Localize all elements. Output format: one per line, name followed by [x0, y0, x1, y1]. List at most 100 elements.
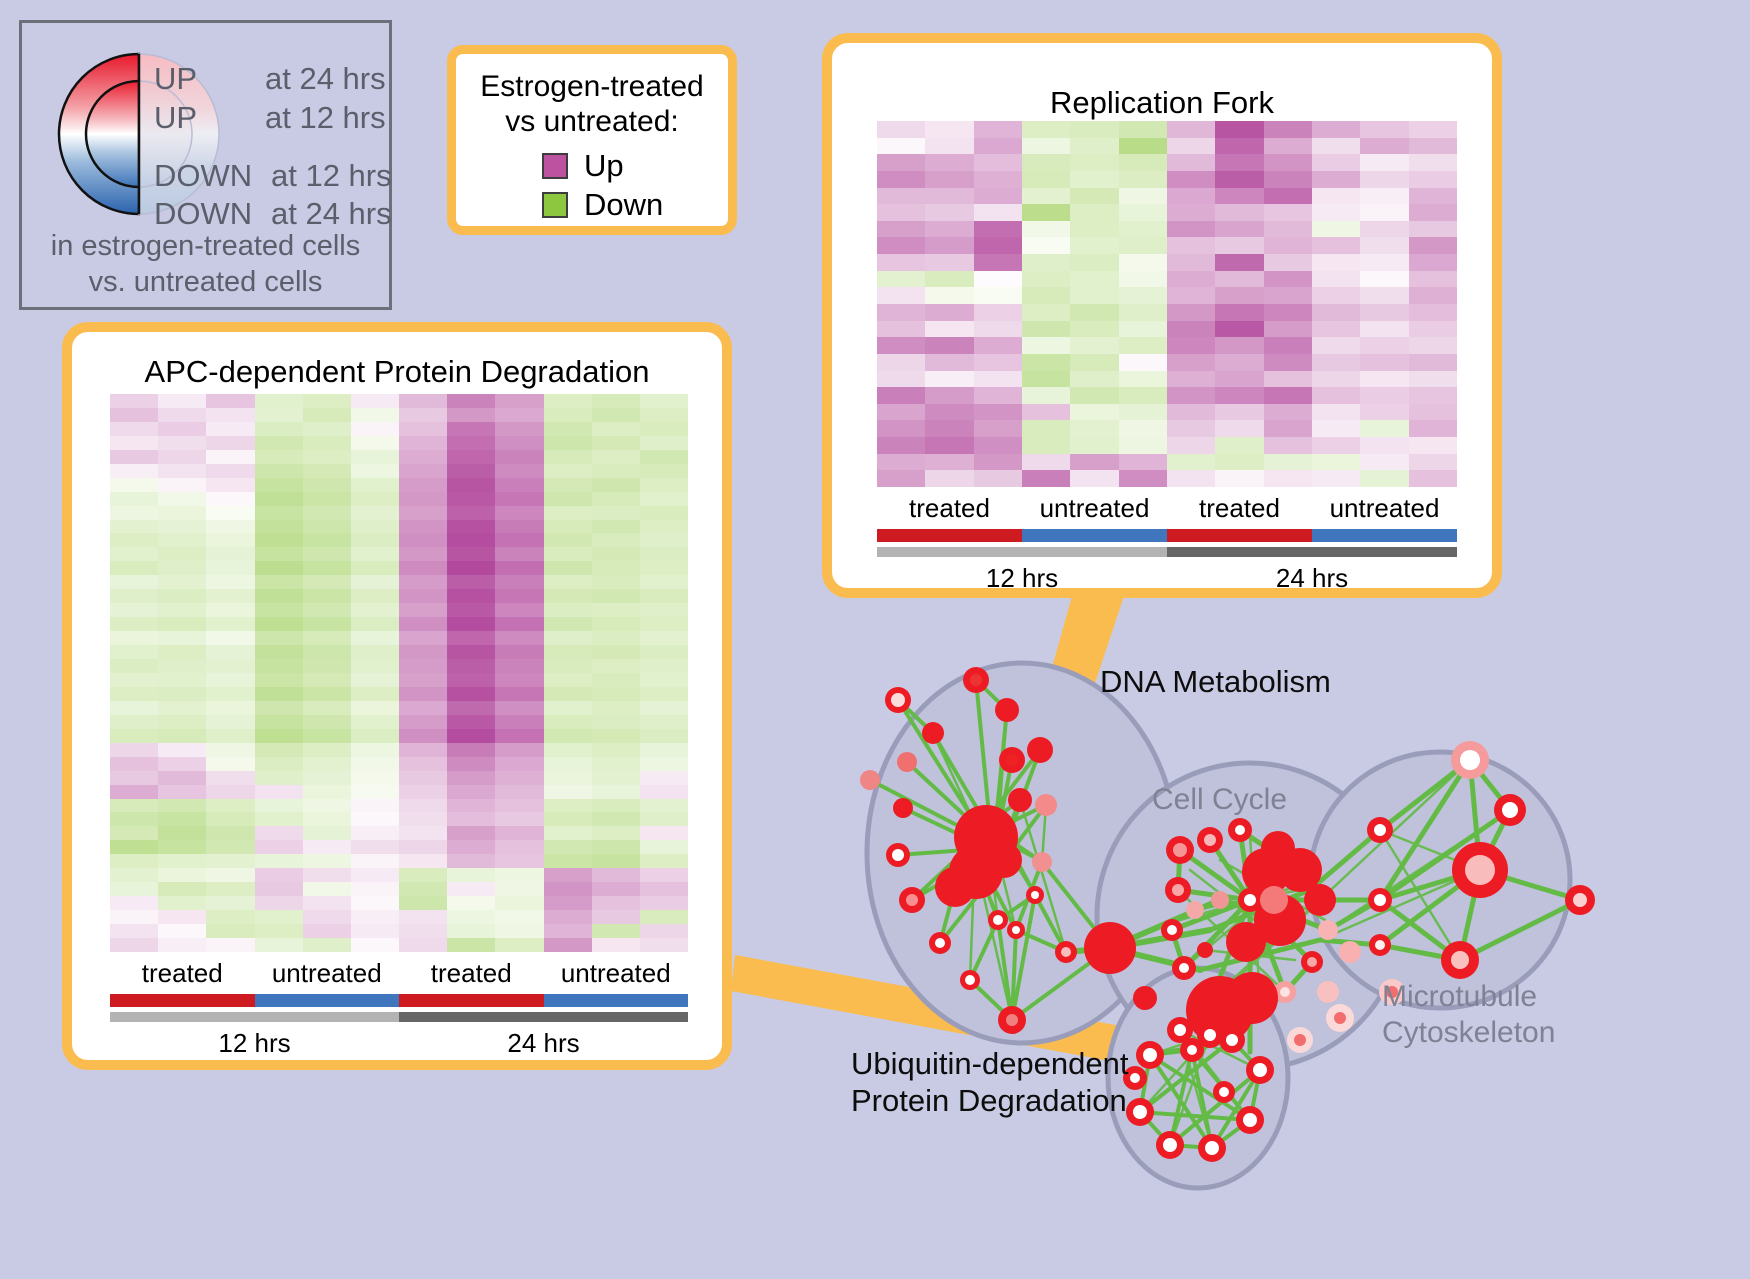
heatmap-cell: [110, 896, 159, 911]
heatmap-cell: [110, 645, 159, 660]
heatmap-cell: [639, 659, 688, 673]
heatmap-cell: [495, 435, 544, 450]
heatmap-cell: [1021, 121, 1071, 138]
heatmap-cell: [639, 519, 688, 534]
heatmap-cell: [495, 728, 544, 743]
heatmap-cell: [302, 896, 351, 911]
heatmap-cell: [302, 742, 351, 757]
heatmap-cell: [1070, 304, 1119, 321]
up-down-legend-title-line1: Estrogen-treated: [480, 70, 704, 103]
heatmap-cell: [1263, 304, 1312, 321]
heatmap-cell: [447, 575, 496, 590]
heatmap-cell: [1311, 403, 1361, 421]
heatmap-cell: [639, 631, 688, 646]
heatmap-cell: [254, 561, 303, 576]
heatmap-cell: [639, 575, 688, 590]
heatmap-cell: [399, 463, 448, 478]
group-label: untreated: [560, 958, 671, 988]
heatmap-cell: [1070, 254, 1119, 271]
heatmap-cell: [447, 421, 496, 436]
heatmap-cell: [1166, 204, 1216, 221]
cluster-label-microtubule-line1: Microtubule: [1382, 980, 1538, 1013]
heatmap-cell: [110, 463, 159, 478]
heatmap-cell: [639, 784, 688, 799]
heatmap-cell: [447, 589, 496, 604]
heatmap-cell: [877, 304, 926, 321]
heatmap-cell: [639, 896, 688, 911]
heatmap-cell: [302, 728, 351, 743]
heatmap-cell: [110, 547, 159, 562]
heatmap-cell: [1408, 154, 1457, 171]
heatmap-cell: [1360, 137, 1409, 155]
heatmap-cell: [350, 519, 399, 534]
heatmap-cell: [1215, 304, 1264, 321]
heatmap-cell: [495, 659, 544, 673]
heatmap-cell: [973, 220, 1022, 238]
heatmap-cell: [543, 910, 592, 925]
heatmap-cell: [302, 812, 351, 827]
legend-item-up: Up: [542, 150, 624, 181]
heatmap-cell: [1118, 204, 1167, 221]
heatmap-cell: [1408, 370, 1457, 388]
heatmap-cell: [158, 770, 207, 785]
heatmap-cell: [447, 407, 496, 422]
heatmap-cell: [1263, 370, 1312, 388]
heatmap-cell: [1118, 137, 1167, 155]
heatmap-cell: [158, 519, 207, 534]
heatmap-cell: [1070, 204, 1119, 221]
heatmap-cell: [877, 453, 926, 471]
heatmap-cell: [399, 854, 448, 869]
heatmap-cell: [925, 470, 974, 487]
heatmap-cell: [1408, 420, 1457, 438]
heatmap-cell: [1070, 420, 1119, 438]
heatmap-cell: [925, 287, 974, 304]
heatmap-cell: [495, 868, 544, 883]
heatmap-cell: [350, 659, 399, 673]
heatmap-cell: [1311, 453, 1361, 471]
heatmap-cell: [877, 437, 926, 454]
heatmap-cell: [1021, 137, 1071, 155]
heatmap-cell: [639, 938, 688, 952]
heatmap-cell: [1215, 403, 1264, 421]
group-bar-replication-fork: [877, 529, 1457, 542]
heatmap-cell: [591, 589, 640, 604]
heatmap-cell: [1263, 437, 1312, 454]
heatmap-cell: [1408, 353, 1457, 371]
heatmap-cell: [495, 896, 544, 911]
heatmap-cell: [591, 394, 640, 408]
group-bar-segment: [1167, 529, 1312, 542]
heatmap-cell: [495, 547, 544, 562]
group-bar-segment: [110, 994, 255, 1007]
heatmap-cell: [350, 491, 399, 506]
group-bar-segment: [1312, 529, 1457, 542]
heatmap-cell: [591, 463, 640, 478]
heatmap-cell: [1311, 370, 1361, 388]
heatmap-cell: [639, 770, 688, 785]
heatmap-cell: [1408, 453, 1457, 471]
heatmap-cell: [302, 533, 351, 548]
heatmap-cell: [591, 561, 640, 576]
wheel-legend-label-up-12: UP: [154, 100, 198, 135]
heatmap-cell: [447, 533, 496, 548]
heatmap-cell: [1408, 403, 1457, 421]
heatmap-cell: [447, 756, 496, 771]
heatmap-cell: [447, 505, 496, 520]
heatmap-cell: [110, 575, 159, 590]
heatmap-cell: [254, 826, 303, 841]
heatmap-cell: [110, 812, 159, 827]
heatmap-cell: [254, 491, 303, 506]
heatmap-cell: [1215, 220, 1264, 238]
heatmap-cell: [447, 645, 496, 660]
heatmap-cell: [973, 320, 1022, 338]
heatmap-cell: [254, 603, 303, 618]
heatmap-cell: [639, 491, 688, 506]
heatmap-cell: [206, 672, 255, 687]
heatmap-cell: [447, 435, 496, 450]
heatmap-cell: [495, 812, 544, 827]
wheel-legend-caption: in estrogen-treated cells vs. untreated …: [22, 229, 389, 300]
heatmap-cell: [1311, 187, 1361, 205]
heatmap-cell: [973, 170, 1022, 188]
heatmap-cell: [1311, 304, 1361, 321]
heatmap-cell: [254, 700, 303, 715]
panel-apc-degradation: APC-dependent Protein Degradation treate…: [62, 322, 732, 1070]
